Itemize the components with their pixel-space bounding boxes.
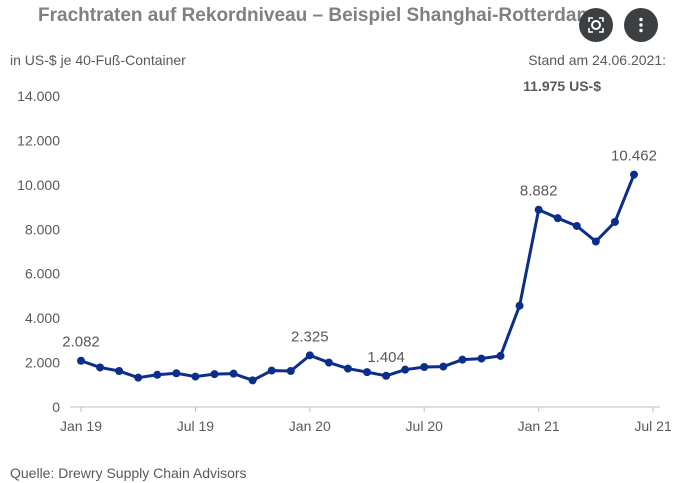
y-axis: 0 2.000 4.000 6.000 8.000 10.000 12.000 14.000 xyxy=(17,88,60,415)
data-point xyxy=(210,370,219,379)
x-tick-label: Jul 20 xyxy=(406,418,444,434)
data-point xyxy=(534,205,543,214)
latest-value: 11.975 US-$ xyxy=(523,78,601,94)
date-note: Stand am 24.06.2021: xyxy=(528,52,666,68)
data-labels-layer: 2.082 2.325 1.404 8.882 10.462 xyxy=(62,148,657,366)
data-point xyxy=(401,365,410,374)
y-tick-label: 2.000 xyxy=(25,355,60,371)
y-tick-label: 4.000 xyxy=(25,310,60,326)
data-point xyxy=(324,358,333,367)
data-point xyxy=(458,355,467,364)
data-point xyxy=(248,376,257,385)
data-point xyxy=(382,371,391,380)
data-point xyxy=(515,301,524,310)
data-label: 10.462 xyxy=(611,148,657,165)
x-axis: Jan 19 Jul 19 Jan 20 Jul 20 Jan 21 Jul 21 xyxy=(60,406,672,434)
data-point xyxy=(134,373,143,382)
data-label: 2.325 xyxy=(291,328,329,345)
data-point xyxy=(96,363,105,372)
x-tick-label: Jan 21 xyxy=(518,418,560,434)
x-tick-label: Jan 19 xyxy=(60,418,102,434)
y-tick-label: 12.000 xyxy=(17,132,60,148)
x-tick-label: Jan 20 xyxy=(289,418,331,434)
lens-search-button[interactable] xyxy=(579,8,613,42)
y-tick-label: 6.000 xyxy=(25,266,60,282)
data-point xyxy=(363,368,372,377)
data-point xyxy=(115,367,124,376)
chart-title: Frachtraten auf Rekordniveau – Beispiel … xyxy=(38,5,594,26)
y-tick-label: 0 xyxy=(52,399,60,415)
data-label: 8.882 xyxy=(520,183,558,200)
data-label: 1.404 xyxy=(367,349,405,366)
data-point xyxy=(305,351,314,360)
data-point xyxy=(229,369,238,378)
data-point xyxy=(610,217,619,226)
series-layer xyxy=(77,170,638,385)
data-point xyxy=(191,372,200,381)
data-point xyxy=(496,351,505,360)
data-label: 2.082 xyxy=(62,334,100,351)
data-point xyxy=(477,354,486,363)
more-options-button[interactable] xyxy=(624,8,658,42)
x-tick-label: Jul 19 xyxy=(177,418,215,434)
data-point xyxy=(77,356,85,365)
data-point xyxy=(267,366,276,375)
lens-search-icon xyxy=(588,17,604,33)
y-tick-label: 8.000 xyxy=(25,221,60,237)
data-point xyxy=(172,369,181,378)
y-tick-label: 14.000 xyxy=(17,88,60,104)
data-point xyxy=(153,370,162,379)
source-note: Quelle: Drewry Supply Chain Advisors xyxy=(10,465,247,481)
data-point xyxy=(572,221,581,230)
y-tick-label: 10.000 xyxy=(17,177,60,193)
data-point xyxy=(553,214,562,223)
x-tick-label: Jul 21 xyxy=(634,418,672,434)
more-vertical-icon xyxy=(639,17,643,33)
data-point xyxy=(286,367,295,376)
data-point xyxy=(591,237,600,246)
series-line xyxy=(80,174,636,382)
data-point xyxy=(439,362,448,371)
data-point xyxy=(343,364,352,373)
data-point xyxy=(630,170,638,179)
data-point xyxy=(420,363,429,372)
unit-label: in US-$ je 40-Fuß-Container xyxy=(10,52,186,68)
